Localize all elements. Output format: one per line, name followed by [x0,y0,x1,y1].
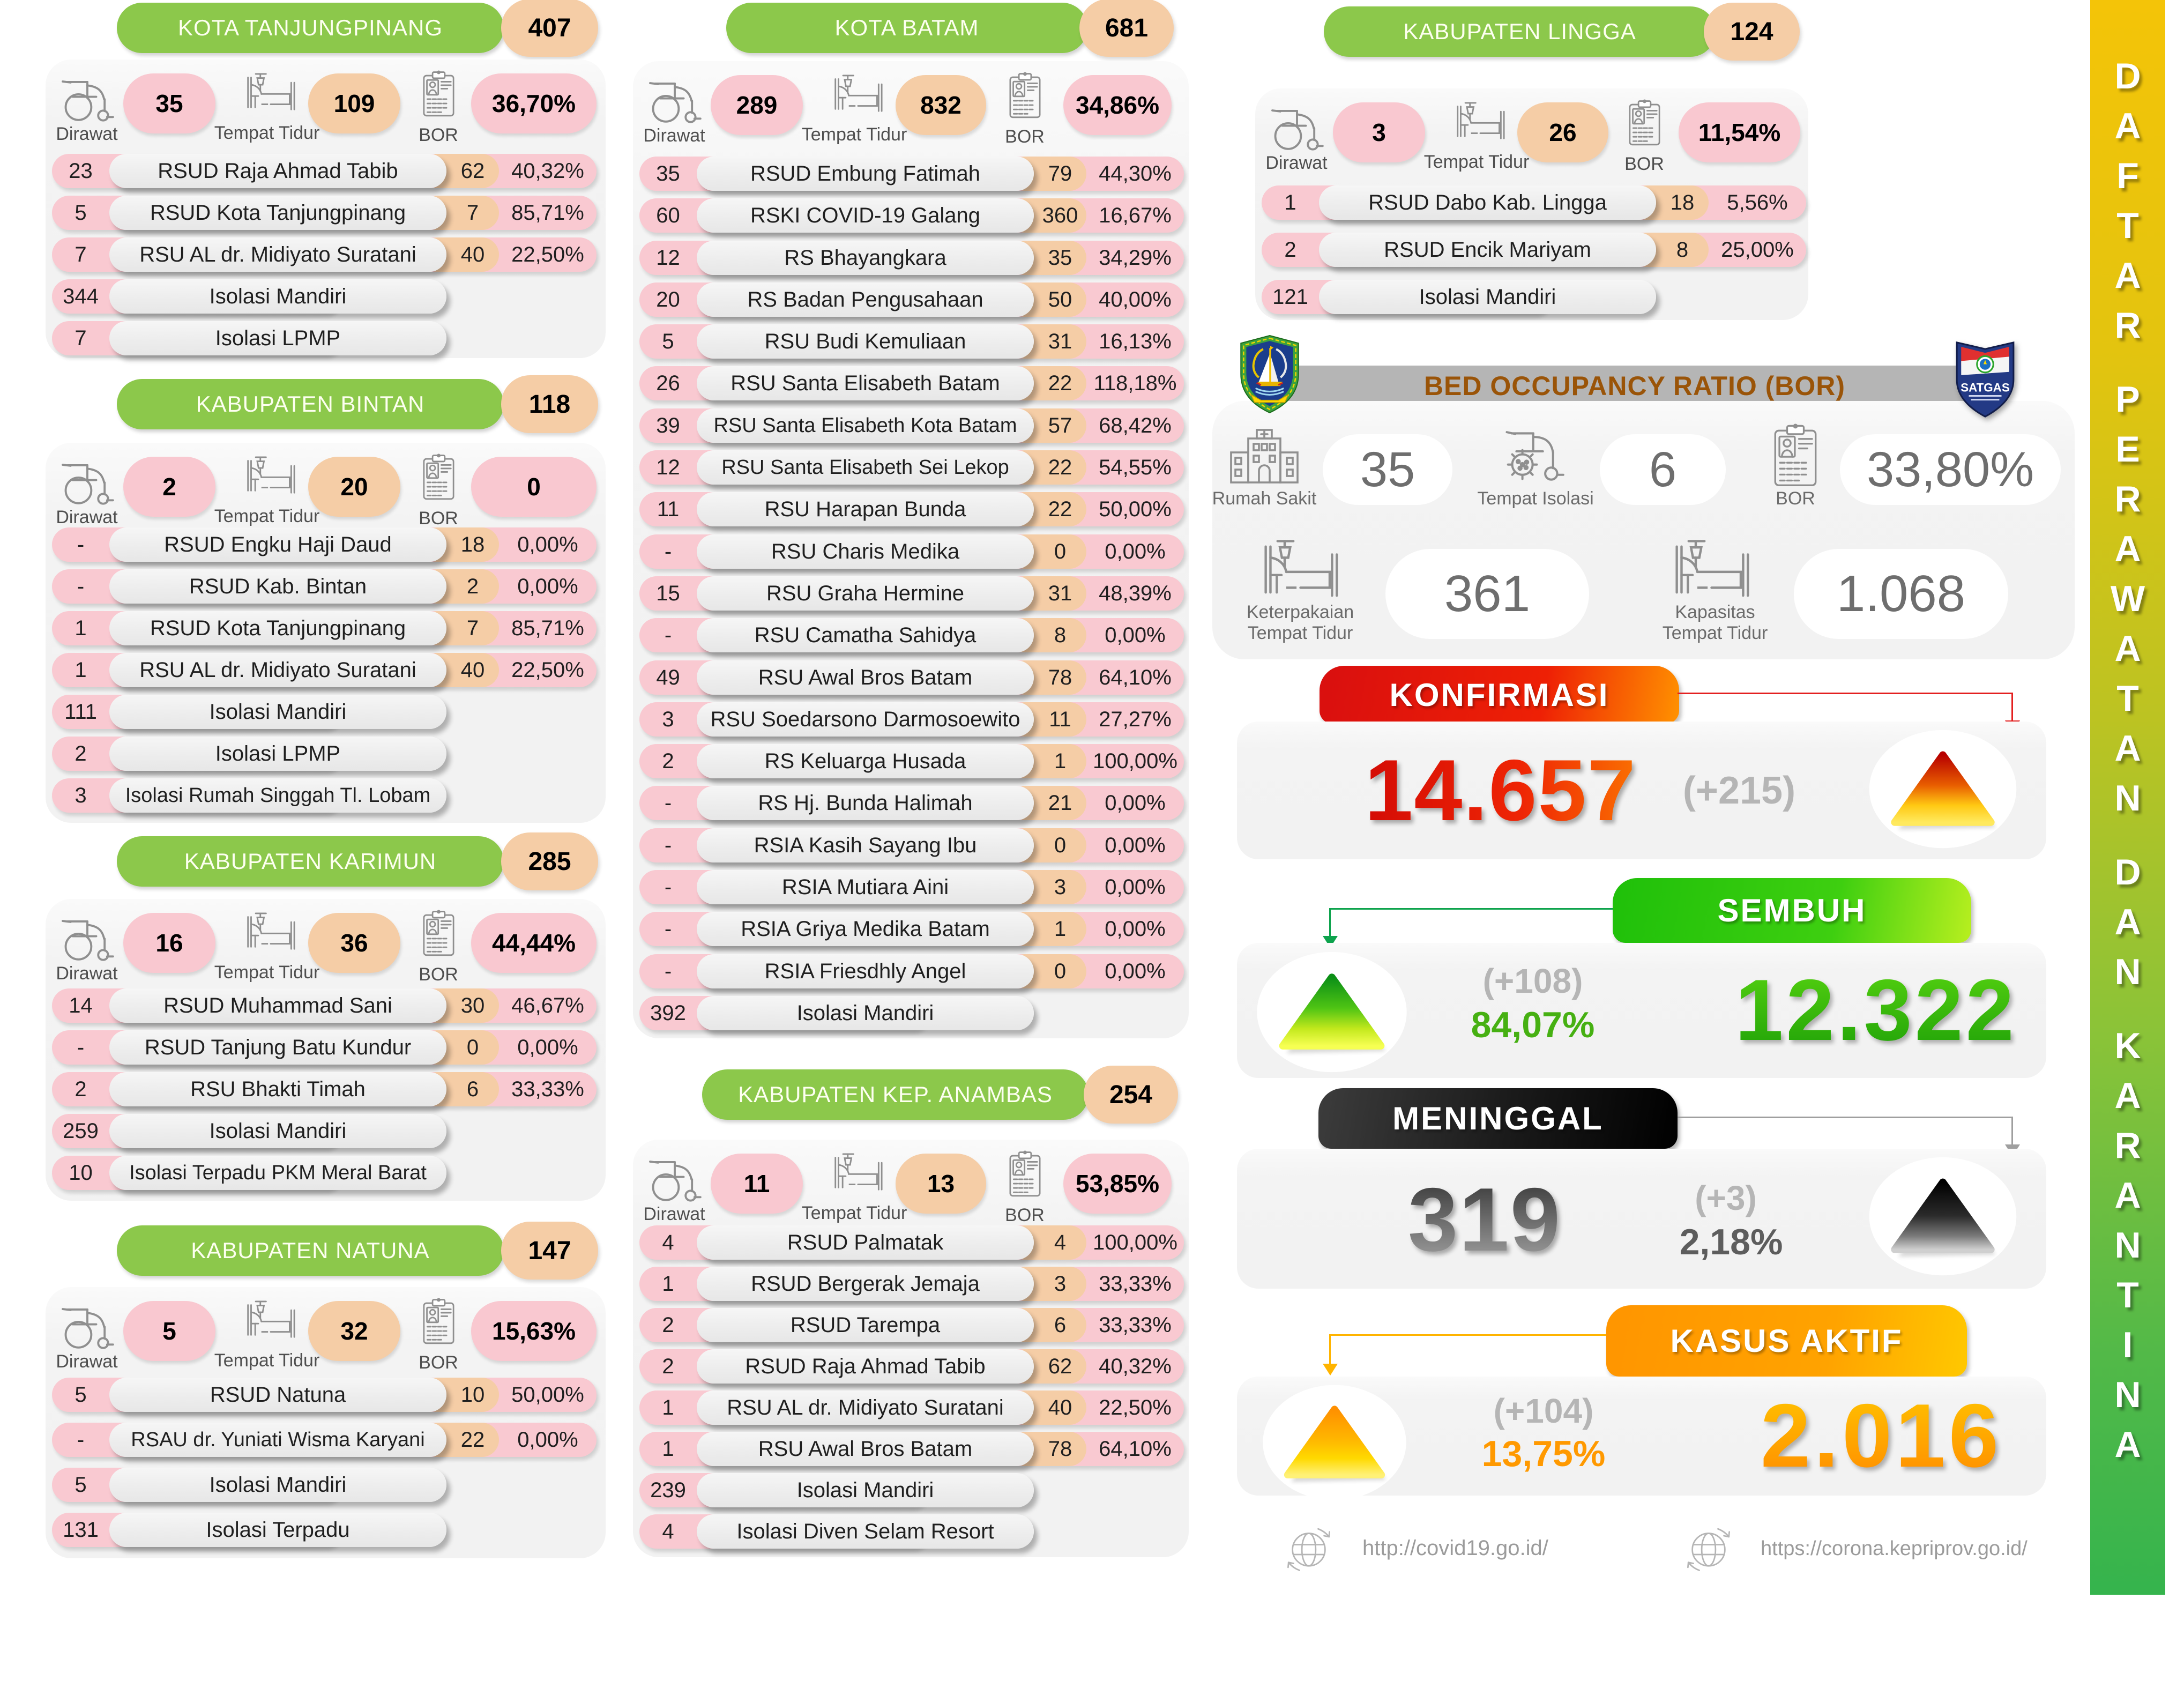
svg-text:SATGAS: SATGAS [1961,381,2010,394]
